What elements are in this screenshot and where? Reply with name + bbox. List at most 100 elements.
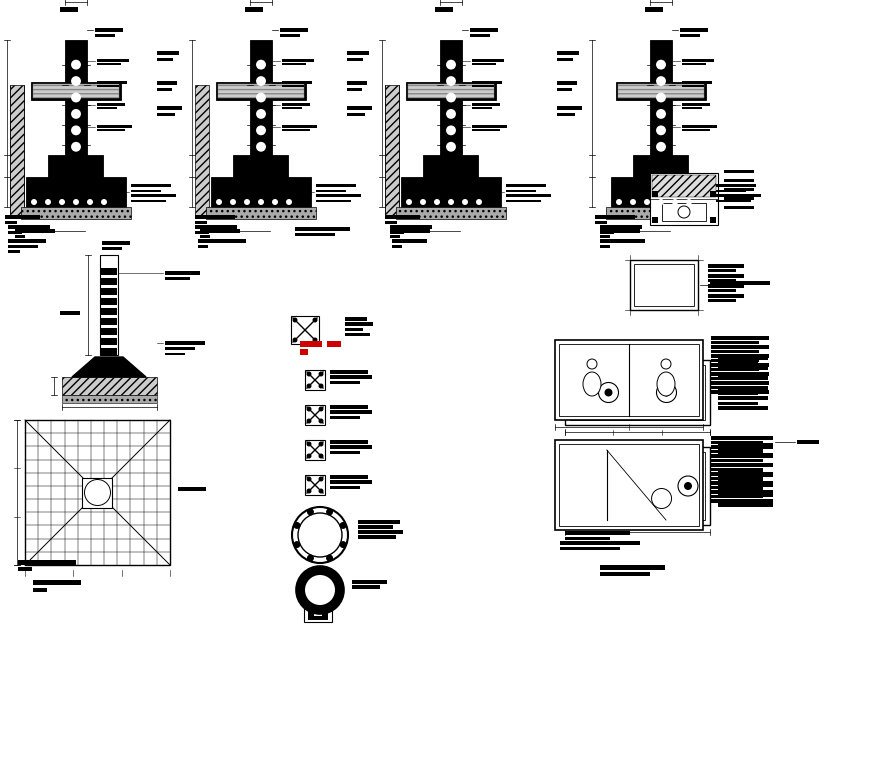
Bar bbox=[198, 245, 208, 248]
Bar bbox=[96, 106, 116, 109]
Ellipse shape bbox=[655, 125, 665, 135]
Bar bbox=[33, 588, 47, 592]
Bar bbox=[347, 51, 368, 55]
Bar bbox=[717, 489, 762, 492]
Bar bbox=[408, 84, 494, 98]
Circle shape bbox=[293, 541, 300, 548]
Bar bbox=[101, 348, 116, 355]
Bar bbox=[715, 200, 750, 202]
Bar bbox=[131, 194, 176, 197]
Bar bbox=[717, 386, 767, 390]
Bar bbox=[295, 233, 335, 236]
Bar bbox=[315, 200, 350, 202]
Bar bbox=[385, 215, 420, 219]
Circle shape bbox=[306, 477, 311, 481]
Bar bbox=[556, 106, 581, 110]
Bar bbox=[357, 535, 395, 539]
Bar bbox=[60, 7, 78, 12]
Bar bbox=[710, 336, 768, 340]
Bar bbox=[440, 40, 461, 155]
Circle shape bbox=[31, 199, 37, 205]
Bar bbox=[600, 235, 609, 238]
Bar bbox=[710, 450, 762, 453]
Bar bbox=[681, 103, 709, 106]
Ellipse shape bbox=[71, 93, 81, 103]
Circle shape bbox=[101, 199, 107, 205]
Bar bbox=[329, 445, 372, 449]
Bar bbox=[18, 560, 76, 565]
Bar bbox=[392, 245, 401, 248]
Bar bbox=[709, 217, 715, 223]
Ellipse shape bbox=[655, 142, 665, 151]
Circle shape bbox=[292, 317, 297, 323]
Circle shape bbox=[326, 555, 333, 562]
Bar bbox=[8, 231, 22, 234]
Bar bbox=[717, 396, 767, 400]
Bar bbox=[329, 486, 360, 489]
Bar bbox=[651, 175, 715, 197]
Bar bbox=[131, 184, 171, 187]
Circle shape bbox=[475, 199, 481, 205]
Bar bbox=[422, 155, 477, 177]
Bar bbox=[717, 392, 757, 395]
Circle shape bbox=[243, 199, 249, 205]
Bar bbox=[282, 106, 302, 109]
Bar bbox=[101, 318, 116, 325]
Bar bbox=[472, 84, 494, 87]
Bar bbox=[211, 177, 310, 207]
Bar bbox=[21, 207, 131, 219]
Bar bbox=[472, 63, 495, 65]
Circle shape bbox=[339, 541, 346, 548]
Bar bbox=[96, 84, 119, 87]
Bar bbox=[315, 194, 361, 197]
Bar bbox=[723, 187, 753, 191]
Bar bbox=[347, 106, 372, 110]
Ellipse shape bbox=[582, 372, 600, 396]
Bar bbox=[710, 377, 758, 380]
Bar bbox=[564, 360, 709, 425]
Circle shape bbox=[293, 522, 300, 529]
Circle shape bbox=[45, 199, 51, 205]
Bar bbox=[95, 28, 123, 32]
Bar bbox=[329, 410, 372, 414]
Bar bbox=[65, 40, 87, 155]
Bar bbox=[717, 453, 773, 457]
Bar bbox=[710, 463, 773, 467]
Bar bbox=[556, 51, 579, 55]
Bar bbox=[569, 365, 704, 420]
Circle shape bbox=[272, 199, 278, 205]
Ellipse shape bbox=[446, 125, 455, 135]
Bar bbox=[717, 473, 773, 477]
Bar bbox=[610, 177, 710, 207]
Bar bbox=[389, 235, 400, 238]
Bar bbox=[195, 231, 209, 234]
Bar bbox=[600, 572, 649, 576]
Bar bbox=[282, 103, 309, 106]
Circle shape bbox=[657, 199, 663, 205]
Bar bbox=[707, 264, 743, 268]
Bar bbox=[305, 405, 325, 425]
Bar bbox=[156, 113, 175, 116]
Ellipse shape bbox=[255, 93, 266, 103]
Bar bbox=[681, 125, 716, 128]
Bar bbox=[195, 221, 207, 224]
Circle shape bbox=[306, 441, 311, 447]
Bar bbox=[357, 525, 393, 529]
Circle shape bbox=[312, 317, 317, 323]
Bar bbox=[715, 194, 760, 197]
Bar bbox=[156, 51, 179, 55]
Bar bbox=[710, 368, 758, 371]
Bar bbox=[717, 402, 757, 405]
Ellipse shape bbox=[255, 142, 266, 151]
Bar bbox=[131, 200, 166, 202]
Bar bbox=[681, 63, 705, 65]
Bar bbox=[717, 406, 767, 410]
Bar bbox=[710, 386, 758, 389]
Bar bbox=[710, 486, 762, 489]
Bar bbox=[717, 493, 773, 497]
Bar bbox=[282, 81, 312, 84]
Bar bbox=[18, 567, 32, 571]
Bar bbox=[102, 247, 122, 250]
Bar bbox=[329, 416, 360, 419]
Bar bbox=[710, 381, 768, 385]
